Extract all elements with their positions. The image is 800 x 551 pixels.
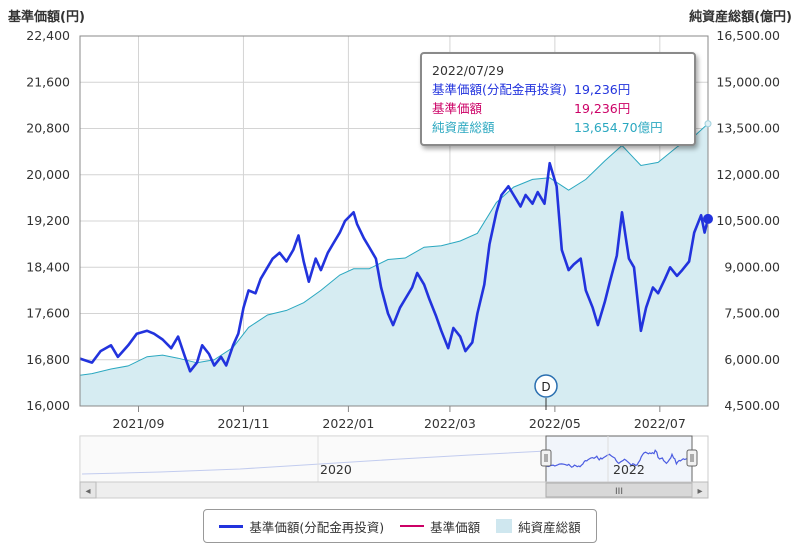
x-tick-label: 2021/09 [113, 416, 165, 431]
tooltip: 2022/07/29 基準価額(分配金再投資) 19,236円 基準価額 19,… [420, 52, 696, 146]
navigator[interactable]: 2020 2022 [79, 435, 709, 483]
right-axis-title: 純資産総額(億円) [689, 10, 792, 25]
navigator-series-faded [81, 450, 547, 475]
x-axis-ticks: 2021/09 2021/11 2022/01 2022/03 2022/05 2022/… [113, 406, 686, 431]
left-tick-label: 22,400 [26, 28, 70, 43]
tooltip-date: 2022/07/29 [432, 63, 505, 78]
scroll-right-button[interactable] [691, 481, 709, 499]
legend-item-net-assets[interactable]: 純資産総額 [496, 517, 581, 536]
right-tick-label: 4,500.00 [724, 398, 780, 413]
event-marker[interactable]: D [534, 374, 558, 410]
last-point-marker[interactable] [703, 213, 713, 224]
navigator-year-2020: 2020 [320, 462, 352, 477]
net-assets-last-point[interactable] [704, 120, 712, 128]
left-tick-label: 16,800 [26, 352, 70, 367]
left-axis-ticks: 16,000 16,800 17,600 18,400 19,200 20,000 20,8… [26, 28, 70, 413]
x-tick-label: 2021/11 [217, 416, 269, 431]
event-marker-label: D [541, 380, 550, 394]
net-assets-area [80, 123, 708, 406]
tooltip-row-reinvested: 基準価額(分配金再投資) 19,236円 [432, 80, 684, 99]
left-tick-label: 18,400 [26, 259, 70, 274]
right-axis-ticks: 4,500.00 6,000.00 7,500.00 9,000.00 10,500.0… [716, 28, 780, 413]
legend-swatch-area-icon [496, 519, 513, 533]
tooltip-row-price: 基準価額 19,236円 [432, 99, 684, 118]
scrollbar[interactable]: ◂ III ▸ [79, 481, 709, 499]
scroll-right-arrow-icon: ▸ [697, 486, 702, 497]
navigator-shade-left [80, 436, 546, 482]
tooltip-value: 19,236円 [574, 82, 631, 97]
left-tick-label: 21,600 [26, 74, 70, 89]
right-tick-label: 12,000.00 [716, 167, 780, 182]
legend-label: 基準価額(分配金再投資) [249, 519, 385, 535]
right-tick-label: 13,500.00 [716, 121, 780, 136]
legend: 基準価額(分配金再投資) 基準価額 純資産総額 [203, 509, 597, 543]
legend-item-reinvested[interactable]: 基準価額(分配金再投資) [219, 517, 384, 536]
navigator-year-2022: 2022 [613, 462, 645, 477]
scroll-thumb-grip: III [615, 487, 623, 497]
tooltip-label: 基準価額(分配金再投資) [432, 82, 567, 97]
legend-swatch-line-icon [400, 525, 425, 527]
right-tick-label: 10,500.00 [716, 213, 780, 228]
tooltip-label: 純資産総額 [432, 120, 495, 135]
right-tick-label: 6,000.00 [724, 352, 780, 367]
right-tick-label: 7,500.00 [724, 306, 780, 321]
right-tick-label: 16,500.00 [716, 28, 780, 43]
navigator-handle-right[interactable] [686, 449, 698, 467]
tooltip-value: 19,236円 [574, 101, 631, 116]
tooltip-row-net-assets: 純資産総額 13,654.70億円 [432, 118, 684, 137]
left-tick-label: 17,600 [26, 306, 70, 321]
left-tick-label: 20,800 [26, 121, 70, 136]
navigator-series-selected [545, 449, 693, 468]
reinvested-price-line [79, 161, 710, 373]
right-tick-label: 15,000.00 [716, 74, 780, 89]
x-tick-label: 2022/07 [634, 416, 686, 431]
legend-label: 基準価額 [430, 519, 481, 535]
right-tick-label: 9,000.00 [724, 259, 780, 274]
x-tick-label: 2022/03 [424, 416, 476, 431]
navigator-handle-left[interactable] [540, 449, 552, 467]
x-tick-label: 2022/01 [322, 416, 374, 431]
left-axis-title: 基準価額(円) [8, 10, 85, 25]
scroll-left-arrow-icon: ◂ [85, 486, 90, 497]
navigator-selection[interactable] [545, 435, 693, 483]
left-tick-label: 19,200 [26, 213, 70, 228]
tooltip-value: 13,654.70億円 [574, 120, 663, 135]
legend-item-price[interactable]: 基準価額 [400, 517, 480, 536]
net-assets-line [79, 123, 709, 376]
left-tick-label: 16,000 [26, 398, 70, 413]
legend-swatch-line-icon [219, 524, 244, 528]
tooltip-label: 基準価額 [432, 101, 483, 116]
left-tick-label: 20,000 [26, 167, 70, 182]
scroll-left-button[interactable] [79, 481, 97, 499]
legend-label: 純資産総額 [518, 519, 581, 535]
x-tick-label: 2022/05 [529, 416, 581, 431]
